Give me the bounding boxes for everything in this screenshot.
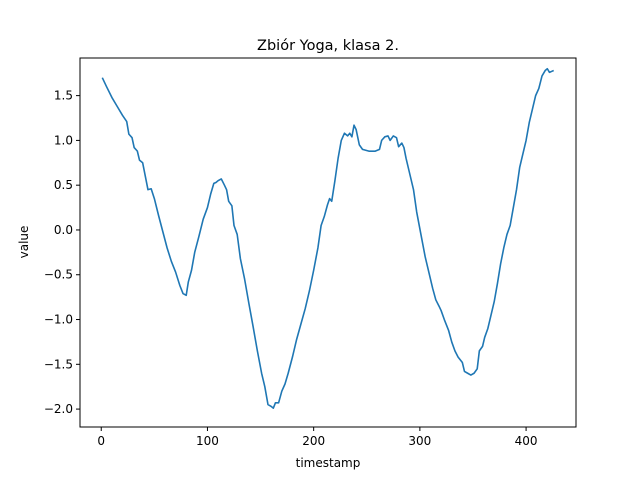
x-tick-label: 100 [196, 434, 219, 448]
chart-title: Zbiór Yoga, klasa 2. [257, 38, 399, 54]
y-tick-label: −1.0 [44, 313, 73, 327]
x-tick-label: 200 [302, 434, 325, 448]
x-tick-label: 400 [515, 434, 538, 448]
y-axis: −2.0 −1.5 −1.0 −0.5 0.0 0.5 1.0 1.5 [44, 89, 80, 416]
y-tick-label: 1.5 [54, 89, 73, 103]
y-tick-label: −0.5 [44, 268, 73, 282]
x-axis: 0 100 200 300 400 [97, 427, 538, 448]
series-line-0 [101, 67, 555, 409]
y-tick-label: −2.0 [44, 402, 73, 416]
x-tick-label: 300 [408, 434, 431, 448]
y-tick-label: −1.5 [44, 357, 73, 371]
x-axis-label: timestamp [296, 456, 361, 470]
y-axis-label: value [17, 226, 31, 259]
y-tick-label: 1.0 [54, 133, 73, 147]
y-tick-label: 0.5 [54, 178, 73, 192]
y-tick-label: 0.0 [54, 223, 73, 237]
plot-area [101, 67, 555, 409]
axes-frame [79, 57, 577, 428]
x-tick-label: 0 [97, 434, 105, 448]
